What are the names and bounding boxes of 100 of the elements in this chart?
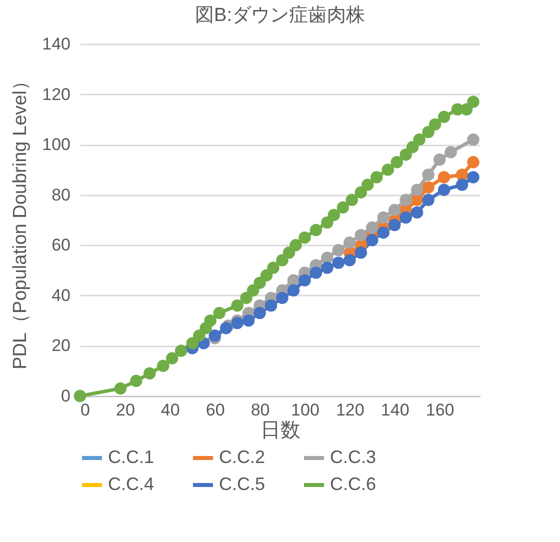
point <box>467 96 480 108</box>
point <box>344 236 356 249</box>
y-tick-label: 0 <box>61 386 70 406</box>
point <box>310 224 322 236</box>
point <box>290 239 302 252</box>
point <box>377 211 390 224</box>
point <box>254 306 266 320</box>
point <box>321 252 334 264</box>
legend-label: C.C.6 <box>330 474 376 494</box>
point <box>276 292 288 304</box>
point <box>467 171 480 184</box>
point <box>240 292 252 304</box>
point <box>406 140 419 154</box>
point <box>422 126 434 138</box>
point <box>370 171 383 184</box>
y-tick-label: 140 <box>42 34 70 54</box>
point <box>282 246 296 259</box>
point <box>410 184 424 196</box>
legend-label: C.C.2 <box>219 447 266 467</box>
point <box>310 266 322 279</box>
point <box>114 382 127 395</box>
point <box>298 274 311 286</box>
point <box>410 206 424 219</box>
point <box>287 284 300 297</box>
point <box>166 352 178 364</box>
x-tick-label: 20 <box>116 400 135 420</box>
y-tick-label: 40 <box>52 286 70 305</box>
point <box>377 226 390 239</box>
chart-title: 図B:ダウン症歯肉株 <box>195 5 365 26</box>
point <box>400 148 412 161</box>
point <box>400 194 412 206</box>
point <box>388 218 401 232</box>
x-tick-label: 0 <box>80 400 90 420</box>
legend-label: C.C.3 <box>330 447 376 467</box>
point <box>366 221 378 234</box>
point <box>204 314 216 327</box>
point <box>354 186 368 198</box>
point <box>321 216 334 229</box>
point <box>298 231 311 244</box>
point <box>276 254 288 266</box>
x-tick-label: 120 <box>336 400 364 420</box>
point <box>336 201 350 214</box>
y-tick-label: 60 <box>52 236 70 255</box>
point <box>444 146 457 158</box>
x-axis-title: 日数 <box>260 420 300 442</box>
x-tick-label: 140 <box>380 400 410 420</box>
point <box>231 316 244 330</box>
point <box>400 211 412 224</box>
point <box>344 254 356 266</box>
point <box>175 344 188 357</box>
x-tick-label: 40 <box>160 400 180 420</box>
point <box>428 118 442 131</box>
y-tick-label: 100 <box>42 135 70 154</box>
point <box>467 156 480 168</box>
point <box>157 360 170 372</box>
point <box>433 154 446 166</box>
y-tick-label: 20 <box>52 336 70 356</box>
point <box>213 306 226 320</box>
point <box>354 246 368 259</box>
point <box>254 276 266 289</box>
y-tick-label: 80 <box>52 185 70 204</box>
point <box>422 168 434 181</box>
point <box>456 178 468 191</box>
point <box>74 390 86 402</box>
legend-label: C.C.4 <box>108 474 154 494</box>
point <box>144 367 156 380</box>
point <box>438 184 450 196</box>
point <box>413 133 426 146</box>
point <box>186 337 198 350</box>
legend-label: C.C.1 <box>108 447 154 467</box>
point <box>422 194 434 206</box>
y-axis-title: PDL（Population Doubring Level） <box>10 72 32 370</box>
point <box>130 374 142 388</box>
x-tick-label: 160 <box>426 400 454 420</box>
y-tick-label: 120 <box>42 84 70 104</box>
point <box>438 110 450 124</box>
point <box>260 269 273 282</box>
point <box>362 178 374 191</box>
point <box>390 156 403 168</box>
point <box>332 256 345 269</box>
point <box>422 181 434 194</box>
point <box>264 299 278 312</box>
x-tick-label: 100 <box>291 400 320 420</box>
point <box>192 330 206 342</box>
point <box>231 299 244 312</box>
point <box>388 204 401 216</box>
point <box>246 284 260 297</box>
point <box>346 194 358 206</box>
point <box>267 262 280 274</box>
point <box>382 164 394 176</box>
point <box>328 208 340 222</box>
point <box>242 314 255 327</box>
point <box>366 234 378 246</box>
point <box>467 133 480 146</box>
point <box>220 322 232 334</box>
point <box>438 171 450 184</box>
legend-label: C.C.5 <box>219 474 266 494</box>
point <box>208 330 221 342</box>
x-tick-label: 60 <box>206 400 225 420</box>
point <box>321 262 334 274</box>
